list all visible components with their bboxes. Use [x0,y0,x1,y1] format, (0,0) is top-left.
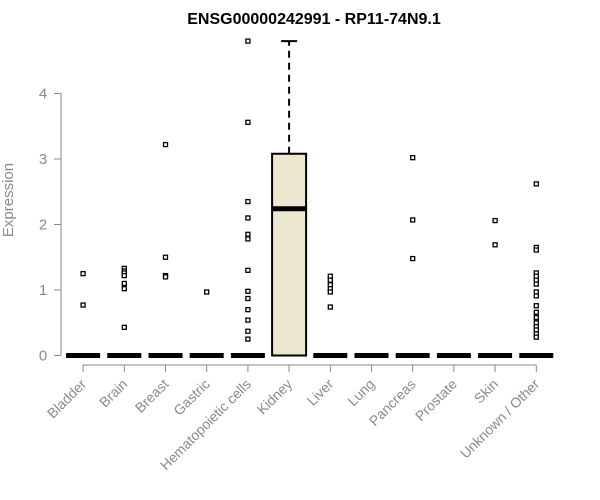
outlier-point [121,272,127,279]
y-tick-label: 0 [39,348,47,365]
outlier-point [245,336,251,342]
outlier-point [533,293,539,299]
outlier-point [245,231,251,237]
x-tick-label: Kidney [254,376,296,418]
y-tick-label: 3 [39,151,47,168]
outlier-point [121,280,127,287]
outlier-point [245,38,251,44]
outlier-point [492,242,498,248]
y-tick-label: 2 [39,217,47,234]
outlier-point [245,328,251,334]
outlier-point [245,198,251,205]
outlier-point [245,295,251,302]
outlier-point [245,288,251,294]
box-group [395,155,430,358]
y-axis: 0 1 2 3 4 [39,86,62,365]
box-group [478,217,513,358]
box-group [230,38,265,358]
outlier-point [162,274,169,280]
outlier-point [245,267,251,274]
y-axis-label: Expression [0,163,17,237]
outlier-point [162,254,169,260]
outlier-point [327,277,333,283]
outlier-point [245,215,251,221]
outlier-point [245,119,251,125]
y-tick-label: 1 [39,282,47,299]
outlier-point [245,317,251,323]
x-tick-label: Liver [304,376,337,409]
outlier-point [80,302,86,308]
outlier-point [121,324,127,330]
box-group [313,273,348,358]
box-group [107,265,142,358]
box-group [271,40,308,357]
box-group [148,141,183,358]
outlier-point [533,314,539,321]
box-group [66,270,101,358]
outlier-point [245,236,251,242]
x-tick-label: Brain [96,376,130,410]
outlier-point [533,334,539,340]
outlier-point [80,270,86,277]
plot-area [66,38,554,358]
box [271,152,308,357]
outlier-point [245,306,251,313]
outlier-point [204,289,210,295]
outlier-point [533,281,539,287]
x-tick-label: Skin [471,376,502,407]
outlier-point [410,255,416,262]
y-tick-label: 4 [39,86,47,103]
outlier-point [533,247,539,253]
outlier-point [121,286,127,292]
outlier-point [492,217,498,224]
outlier-point [410,155,416,161]
outlier-point [533,309,539,315]
x-tick-label: Lung [344,376,377,409]
x-tick-label: Prostate [412,376,460,424]
outlier-point [533,303,539,309]
box-group [519,181,554,358]
box-group [189,289,224,358]
x-tick-label: Bladder [44,376,90,422]
chart-title: ENSG00000242991 - RP11-74N9.1 [187,11,441,28]
outlier-point [327,304,333,310]
x-tick-label: Breast [132,376,172,416]
outlier-point [410,217,416,223]
outlier-point [533,181,539,187]
outlier-point [327,289,333,295]
outlier-point [162,141,169,148]
